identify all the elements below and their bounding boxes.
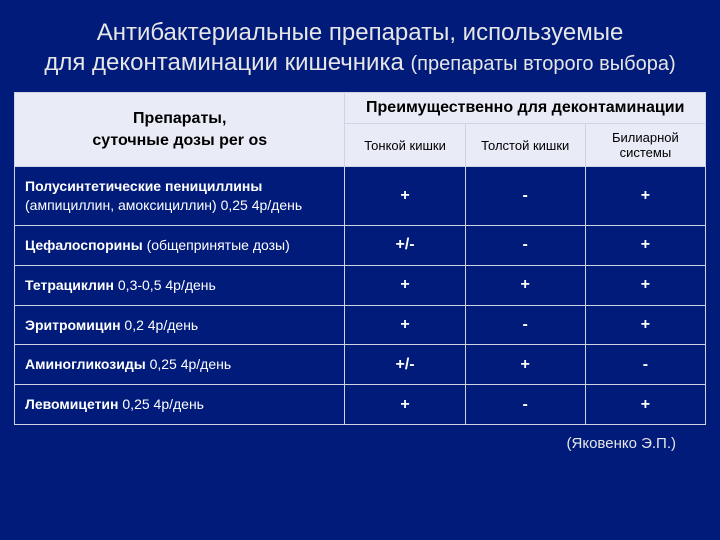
drug-name-bold: Левомицетин <box>25 396 122 412</box>
col-header-biliary: Билиарной системы <box>585 124 705 167</box>
drug-name-rest: 0,25 4р/день <box>150 356 232 372</box>
title-line2-main: для деконтаминации кишечника <box>44 49 410 76</box>
drug-cell: Полусинтетические пенициллины (ампицилли… <box>15 167 345 226</box>
mark-cell-thin: + <box>345 385 465 425</box>
table-row: Эритромицин 0,2 4р/день + - + <box>15 305 706 345</box>
col-header-thin: Тонкой кишки <box>345 124 465 167</box>
col-header-group: Преимущественно для деконтаминации <box>345 93 706 124</box>
drug-cell: Эритромицин 0,2 4р/день <box>15 305 345 345</box>
drug-name-bold: Полусинтетические пенициллины <box>25 178 262 194</box>
mark-cell-large: + <box>465 345 585 385</box>
drug-name-bold: Аминогликозиды <box>25 356 150 372</box>
drug-name-rest: 0,2 4р/день <box>124 317 198 333</box>
mark-cell-large: - <box>465 305 585 345</box>
drug-table: Препараты, суточные дозы per os Преимуще… <box>14 92 706 425</box>
mark-cell-biliary: + <box>585 305 705 345</box>
table-row: Левомицетин 0,25 4р/день + - + <box>15 385 706 425</box>
drug-cell: Тетрациклин 0,3-0,5 4р/день <box>15 265 345 305</box>
slide: Антибактериальные препараты, используемы… <box>0 0 720 540</box>
mark-cell-large: + <box>465 265 585 305</box>
drug-name-bold: Эритромицин <box>25 317 124 333</box>
col-header-drugs-line2: суточные дозы per os <box>92 132 267 149</box>
mark-cell-biliary: + <box>585 225 705 265</box>
mark-cell-thin: +/- <box>345 345 465 385</box>
col-header-drugs-line1: Препараты, <box>133 110 226 127</box>
drug-name-rest: 0,3-0,5 4р/день <box>118 277 216 293</box>
drug-cell: Левомицетин 0,25 4р/день <box>15 385 345 425</box>
mark-cell-large: - <box>465 167 585 226</box>
title-line2-sub: (препараты второго выбора) <box>411 53 676 75</box>
mark-cell-large: - <box>465 385 585 425</box>
col-header-drugs: Препараты, суточные дозы per os <box>15 93 345 167</box>
drug-name-rest: 0,25 4р/день <box>122 396 204 412</box>
drug-cell: Аминогликозиды 0,25 4р/день <box>15 345 345 385</box>
slide-title: Антибактериальные препараты, используемы… <box>14 18 706 78</box>
drug-name-rest: (общепринятые дозы) <box>147 237 290 253</box>
table-row: Аминогликозиды 0,25 4р/день +/- + - <box>15 345 706 385</box>
mark-cell-thin: +/- <box>345 225 465 265</box>
drug-cell: Цефалоспорины (общепринятые дозы) <box>15 225 345 265</box>
mark-cell-large: - <box>465 225 585 265</box>
mark-cell-biliary: + <box>585 385 705 425</box>
table-row: Цефалоспорины (общепринятые дозы) +/- - … <box>15 225 706 265</box>
mark-cell-thin: + <box>345 305 465 345</box>
mark-cell-biliary: + <box>585 265 705 305</box>
mark-cell-thin: + <box>345 265 465 305</box>
table-row: Полусинтетические пенициллины (ампицилли… <box>15 167 706 226</box>
table-row: Тетрациклин 0,3-0,5 4р/день + + + <box>15 265 706 305</box>
drug-name-bold: Тетрациклин <box>25 277 118 293</box>
col-header-large: Толстой кишки <box>465 124 585 167</box>
drug-name-rest: (ампициллин, амоксициллин) 0,25 4р/день <box>25 197 302 213</box>
credit-line: (Яковенко Э.П.) <box>14 435 706 452</box>
table-header-row-1: Препараты, суточные дозы per os Преимуще… <box>15 93 706 124</box>
mark-cell-biliary: - <box>585 345 705 385</box>
table-body: Полусинтетические пенициллины (ампицилли… <box>15 167 706 425</box>
mark-cell-biliary: + <box>585 167 705 226</box>
title-line1: Антибактериальные препараты, используемы… <box>97 19 624 46</box>
mark-cell-thin: + <box>345 167 465 226</box>
drug-name-bold: Цефалоспорины <box>25 237 147 253</box>
